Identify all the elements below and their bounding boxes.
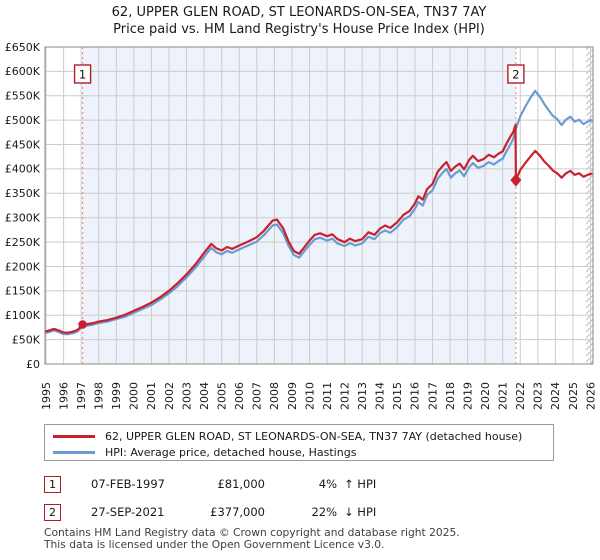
svg-text:2001: 2001	[145, 382, 158, 410]
hpi-line	[44, 89, 593, 336]
svg-text:£500K: £500K	[5, 114, 41, 127]
sale-2-point	[510, 173, 522, 187]
svg-text:2026: 2026	[584, 382, 597, 410]
svg-text:1996: 1996	[57, 382, 70, 410]
x-axis-labels: 1995 1996 1997 1998 1999 2000 2001 2002 2003 2004…	[40, 382, 597, 410]
svg-text:2002: 2002	[163, 382, 176, 410]
sale-1-hpi-label: HPI	[357, 477, 377, 491]
legend-label-property: 62, UPPER GLEN ROAD, ST LEONARDS-ON-SEA,…	[105, 429, 523, 443]
svg-text:2020: 2020	[479, 382, 492, 410]
sale-2-number-badge: 2	[44, 503, 61, 521]
svg-text:2003: 2003	[180, 382, 193, 410]
sale-2-hpi-percent: 22%	[311, 505, 337, 519]
svg-text:£650K: £650K	[5, 41, 41, 54]
svg-text:2009: 2009	[286, 382, 299, 410]
sale-row-1: 1 07-FEB-1997 £81,000 4% ↑ HPI	[44, 475, 417, 493]
chart-subtitle: Price paid vs. HM Land Registry's House …	[113, 22, 485, 37]
sale-1-number-badge: 1	[44, 475, 61, 493]
sale-2-hpi-label: HPI	[357, 505, 377, 519]
sale-2-marker-label: 2	[512, 68, 519, 82]
svg-text:£0: £0	[26, 358, 40, 371]
svg-text:1995: 1995	[40, 382, 53, 410]
grid-lines	[45, 46, 593, 365]
svg-text:2005: 2005	[215, 382, 228, 410]
svg-text:2016: 2016	[409, 382, 422, 410]
svg-text:2023: 2023	[532, 382, 545, 410]
svg-text:2024: 2024	[549, 382, 562, 410]
license-footer: Contains HM Land Registry data © Crown c…	[44, 527, 460, 550]
svg-text:2004: 2004	[198, 382, 211, 410]
svg-text:2008: 2008	[268, 382, 281, 410]
svg-text:1997: 1997	[75, 382, 88, 410]
svg-text:£400K: £400K	[5, 163, 41, 176]
legend-label-hpi: HPI: Average price, detached house, Hast…	[105, 445, 357, 459]
sale-2-hpi-direction: ↓ HPI	[337, 505, 417, 519]
svg-text:£350K: £350K	[5, 187, 41, 200]
plot-border	[44, 46, 594, 365]
sale-2-price: £377,000	[210, 505, 265, 519]
svg-text:£150K: £150K	[5, 285, 41, 298]
svg-text:£550K: £550K	[5, 90, 41, 103]
up-arrow-icon: ↑	[344, 477, 354, 491]
svg-text:2017: 2017	[426, 382, 439, 410]
sale-1-hpi-percent: 4%	[318, 477, 337, 491]
property-price-line	[44, 123, 593, 334]
svg-text:2025: 2025	[567, 382, 580, 410]
svg-text:2007: 2007	[251, 382, 264, 410]
sale-1-hpi-direction: ↑ HPI	[337, 477, 417, 491]
svg-text:1998: 1998	[93, 382, 106, 410]
sale-1-marker-label: 1	[79, 68, 86, 82]
sale-row-2: 2 27-SEP-2021 £377,000 22% ↓ HPI	[44, 503, 417, 521]
footer-line-2: This data is licensed under the Open Gov…	[44, 537, 385, 551]
svg-text:2014: 2014	[374, 382, 387, 410]
svg-text:£50K: £50K	[12, 333, 41, 346]
svg-text:2000: 2000	[128, 382, 141, 410]
sale-1-marker-box	[73, 64, 92, 84]
svg-text:2015: 2015	[391, 382, 404, 410]
future-hatch-region	[586, 47, 593, 364]
legend-row-property: 62, UPPER GLEN ROAD, ST LEONARDS-ON-SEA,…	[53, 428, 553, 444]
legend-row-hpi: HPI: Average price, detached house, Hast…	[53, 444, 553, 460]
svg-text:2011: 2011	[321, 382, 334, 410]
sale-1-point	[78, 320, 87, 329]
chart-title: 62, UPPER GLEN ROAD, ST LEONARDS-ON-SEA,…	[112, 5, 487, 20]
down-arrow-icon: ↓	[344, 505, 354, 519]
svg-text:2019: 2019	[461, 382, 474, 410]
svg-text:2006: 2006	[233, 382, 246, 410]
footer-line-1: Contains HM Land Registry data © Crown c…	[44, 526, 460, 539]
svg-text:£600K: £600K	[5, 65, 41, 78]
y-axis-labels: £0 £50K £100K £150K £200K £250K £300K £350K £400…	[5, 41, 41, 371]
svg-text:2018: 2018	[444, 382, 457, 410]
legend-line-swatch-hpi	[53, 450, 95, 454]
svg-text:2012: 2012	[338, 382, 351, 410]
svg-text:2010: 2010	[303, 382, 316, 410]
svg-text:2022: 2022	[514, 382, 527, 410]
svg-text:2013: 2013	[356, 382, 369, 410]
svg-text:£250K: £250K	[5, 236, 41, 249]
ownership-period-band	[82, 47, 516, 364]
sale-2-marker-box	[507, 64, 525, 84]
svg-text:£200K: £200K	[5, 260, 41, 273]
sale-1-price: £81,000	[217, 477, 265, 491]
svg-text:2021: 2021	[497, 382, 510, 410]
svg-text:1999: 1999	[110, 382, 123, 410]
sale-2-date: 27-SEP-2021	[91, 505, 165, 519]
sale-1-date: 07-FEB-1997	[91, 477, 165, 491]
legend-line-swatch-property	[53, 434, 95, 438]
chart-legend: 62, UPPER GLEN ROAD, ST LEONARDS-ON-SEA,…	[44, 424, 554, 461]
svg-text:£450K: £450K	[5, 138, 41, 151]
svg-text:£300K: £300K	[5, 211, 41, 224]
svg-text:£100K: £100K	[5, 309, 41, 322]
price-history-chart: 1 2 £0 £50K £100K £150K £200K £250K £300K £350K £4…	[5, 5, 598, 410]
